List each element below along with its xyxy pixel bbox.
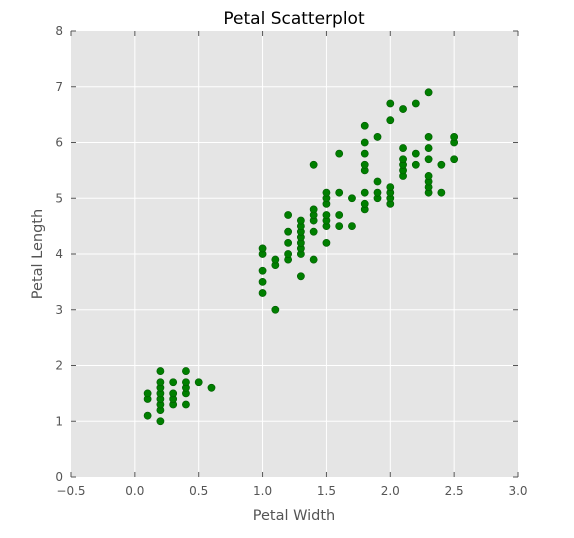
y-tick-label: 8: [55, 24, 63, 38]
data-point: [360, 199, 369, 208]
axis-ticks: −0.5 0.0 0.5 1.0 1.5 2.0 2.5 3.0 0 1 2 3 4 5 6 7 8: [55, 24, 527, 498]
data-point: [335, 149, 344, 158]
data-point: [284, 227, 293, 236]
data-point: [271, 255, 280, 264]
data-point: [399, 144, 407, 152]
chart-title: Petal Scatterplot: [223, 9, 365, 29]
data-point: [296, 216, 305, 225]
data-point: [386, 99, 395, 108]
data-point: [143, 389, 152, 398]
data-point: [322, 188, 331, 197]
x-tick-label: −0.5: [56, 484, 85, 498]
data-point: [373, 133, 382, 141]
data-point: [258, 289, 267, 297]
data-point: [284, 211, 293, 219]
y-tick-label: 3: [55, 303, 63, 317]
data-point: [335, 188, 344, 197]
data-point: [411, 99, 420, 108]
data-point: [194, 378, 203, 387]
data-point: [309, 255, 318, 264]
data-point: [360, 121, 369, 130]
data-point: [284, 250, 293, 258]
data-point: [169, 389, 178, 398]
x-tick-label: 2.0: [381, 484, 400, 498]
data-point: [258, 266, 267, 275]
data-point: [156, 417, 165, 426]
data-point: [360, 138, 369, 147]
data-point: [169, 378, 178, 387]
data-point: [437, 160, 446, 169]
data-point: [373, 177, 382, 186]
data-point: [386, 116, 395, 125]
x-tick-label: 1.5: [317, 484, 336, 498]
data-point: [360, 149, 369, 158]
data-point: [360, 160, 369, 169]
data-point: [450, 155, 459, 164]
data-point: [322, 211, 331, 219]
data-point: [309, 160, 318, 169]
data-point: [411, 149, 420, 158]
y-tick-label: 7: [55, 80, 63, 94]
data-point: [284, 238, 293, 247]
y-tick-label: 5: [55, 191, 63, 205]
data-point: [309, 205, 318, 214]
data-point: [424, 172, 433, 180]
data-point: [309, 227, 318, 236]
data-point: [335, 222, 344, 231]
data-point: [424, 88, 433, 97]
data-point: [437, 188, 446, 197]
y-tick-label: 4: [55, 247, 63, 261]
y-tick-label: 0: [55, 470, 63, 484]
data-point: [156, 378, 165, 387]
data-point: [296, 272, 305, 281]
data-point: [348, 222, 356, 231]
y-tick-label: 2: [55, 359, 63, 373]
data-point: [258, 244, 267, 253]
data-point: [143, 411, 152, 420]
x-tick-label: 0.5: [189, 484, 208, 498]
y-axis-label: Petal Length: [30, 209, 46, 299]
data-point: [348, 194, 356, 203]
data-point: [182, 378, 190, 387]
data-point: [258, 277, 267, 286]
data-point: [182, 367, 190, 375]
data-point: [322, 238, 331, 247]
data-point: [399, 155, 407, 164]
data-point: [450, 133, 459, 141]
data-point: [424, 133, 433, 141]
y-tick-label: 1: [55, 414, 63, 428]
data-point: [399, 105, 407, 113]
y-tick-label: 6: [55, 136, 63, 150]
data-point: [386, 183, 395, 191]
x-tick-label: 1.0: [253, 484, 272, 498]
data-point: [271, 305, 280, 314]
data-points: [143, 88, 459, 426]
data-point: [424, 144, 433, 152]
data-point: [411, 160, 420, 169]
data-point: [373, 188, 382, 197]
x-tick-label: 0.0: [125, 484, 144, 498]
data-point: [156, 367, 165, 375]
data-point: [335, 211, 344, 219]
x-tick-label: 3.0: [508, 484, 527, 498]
data-point: [207, 383, 216, 392]
x-tick-label: 2.5: [445, 484, 464, 498]
data-point: [182, 400, 190, 409]
data-point: [424, 155, 433, 164]
data-point: [360, 188, 369, 197]
x-axis-label: Petal Width: [253, 508, 335, 524]
